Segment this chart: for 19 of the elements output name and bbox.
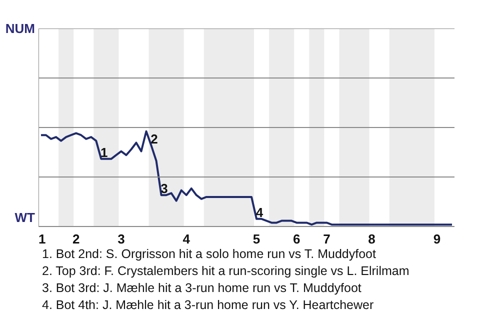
text: 1. Bot 2nd: S. Orgrisson hit a solo home run vs T. Muddyfoot <box>42 246 377 263</box>
text: 3. Bot 3rd: J. Mæhle hit a 3-run home run vs T. Muddyfoot <box>42 280 362 297</box>
x-tick-label: 2 <box>72 232 80 246</box>
annotation: 1 <box>100 144 108 160</box>
x-tick-label: 3 <box>118 232 125 246</box>
x-tick-label: 5 <box>252 232 260 246</box>
text: 2. Top 3rd: F. Crystalembers hit a run-scoring single vs L. Elrilmam <box>42 263 410 280</box>
annotation: 4 <box>256 204 264 220</box>
x-tick-label: 8 <box>368 232 376 246</box>
x-tick-label: 6 <box>293 232 300 246</box>
text: 4. Bot 4th: J. Mæhle hit a 3-run home run vs Y. Heartchewer <box>42 297 375 314</box>
x-tick-label: 1 <box>38 232 46 246</box>
text: NUM <box>5 21 35 36</box>
annotation: 2 <box>150 132 158 147</box>
text: WT <box>14 210 35 225</box>
x-tick-label: 7 <box>323 232 330 246</box>
x-tick-label: 4 <box>182 232 191 246</box>
annotation: 3 <box>160 181 168 196</box>
x-tick-label: 9 <box>433 232 441 246</box>
